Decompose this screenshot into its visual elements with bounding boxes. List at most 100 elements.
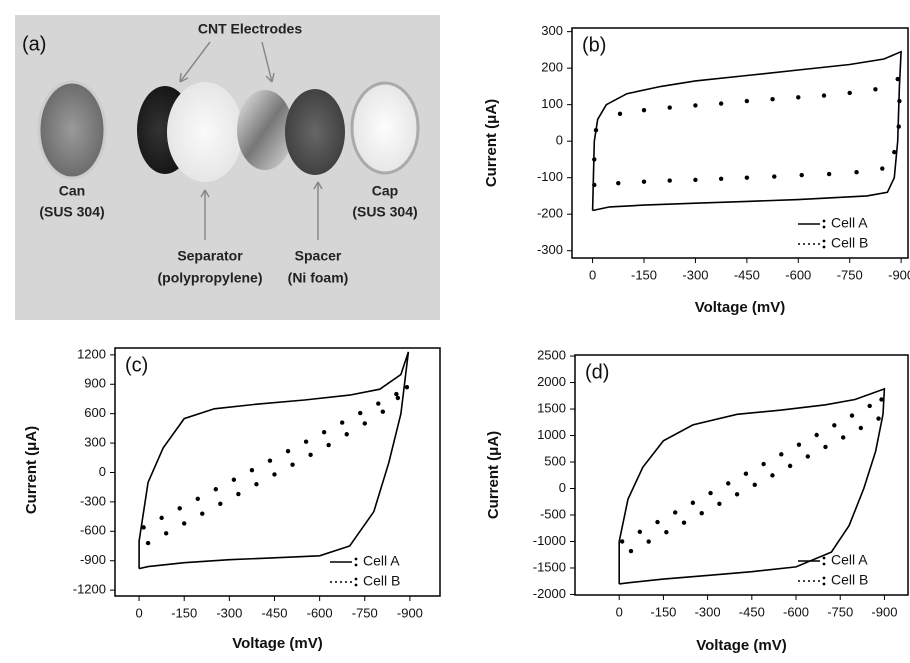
data-point [182, 521, 187, 526]
data-point [195, 496, 200, 502]
data-point [395, 395, 401, 401]
data-line [618, 387, 886, 585]
y-tick-label: -2000 [533, 586, 566, 601]
data-point [805, 454, 811, 459]
y-tick-label: 2500 [537, 347, 566, 362]
data-point [718, 101, 724, 106]
arrows [179, 41, 323, 240]
x-tick-label: -750 [837, 267, 863, 282]
plot-frame [114, 347, 441, 597]
chart-panel: 0 -150 -300 -450 -600 -750 -900 -1200 -900 -600 -3… [23, 346, 441, 652]
legend-colon [822, 582, 826, 586]
data-line [591, 50, 902, 212]
y-tick-label: -300 [80, 493, 106, 508]
data-point [873, 87, 878, 92]
y-tick-label: 500 [544, 453, 566, 468]
x-tick-label: 0 [589, 267, 596, 282]
y-axis-label: Current (μA) [485, 431, 502, 519]
y-tick-label: 300 [541, 23, 563, 38]
data-point [672, 510, 678, 515]
y-tick-label: -1200 [73, 582, 106, 597]
photo-panel: (a) CNT Electrodes Can (SUS 304) Separat… [15, 15, 440, 320]
legend-colon [822, 245, 826, 249]
legend-colon [354, 563, 358, 567]
panel-title: (c) [125, 354, 148, 376]
data-point [404, 385, 410, 390]
x-axis-label: Voltage (mV) [232, 635, 323, 652]
chart-panel: 0 -150 -300 -450 -600 -750 -900 -300 -200 -100 0 10… [483, 23, 910, 316]
legend-colon [822, 576, 826, 580]
data-point [641, 179, 647, 184]
x-tick-label: -600 [783, 604, 809, 619]
panel-title: (d) [585, 361, 609, 383]
photo-label: (SUS 304) [39, 204, 104, 220]
data-point [141, 525, 146, 530]
data-point [231, 477, 237, 482]
data-point [267, 458, 273, 463]
legend-colon [354, 583, 358, 587]
y-tick-label: -200 [537, 206, 563, 221]
data-point [394, 391, 399, 397]
y-tick-label: 1000 [537, 427, 566, 442]
data-point [358, 410, 363, 416]
panel-label: (a) [22, 33, 46, 55]
data-point [308, 452, 313, 458]
cap [350, 81, 420, 175]
y-tick-label: -500 [540, 506, 566, 521]
data-point [285, 449, 291, 454]
x-tick-label: -300 [682, 267, 708, 282]
y-tick-label: 900 [84, 376, 106, 391]
cnt-electrode [237, 90, 293, 170]
data-point [254, 482, 259, 487]
data-point [847, 90, 852, 96]
y-tick-label: 0 [559, 480, 566, 495]
plot-frame [574, 354, 909, 596]
data-point [821, 93, 827, 98]
legend-label: Cell B [831, 235, 868, 251]
y-tick-label: -1000 [533, 533, 566, 548]
data-point [693, 103, 698, 108]
data-point [637, 529, 643, 534]
data-point [218, 501, 223, 507]
data-point [734, 492, 740, 497]
data-point [796, 442, 802, 447]
legend-label: Cell A [363, 553, 400, 569]
data-point [641, 107, 647, 113]
x-tick-label: -750 [827, 604, 853, 619]
data-point [770, 473, 775, 478]
data-point [236, 491, 241, 497]
data-point [213, 487, 219, 492]
y-tick-label: 1500 [537, 400, 566, 415]
data-point [177, 506, 182, 511]
data-point [752, 482, 757, 488]
data-point [796, 95, 801, 100]
data-point [744, 175, 750, 180]
y-tick-label: -600 [80, 523, 106, 538]
photo-label: Can [59, 183, 85, 199]
data-point [867, 403, 872, 409]
legend-colon [822, 562, 826, 566]
y-tick-label: -300 [537, 242, 563, 257]
data-point [592, 157, 597, 162]
data-point [699, 510, 704, 516]
data-point [303, 439, 309, 444]
data-point [321, 430, 327, 435]
y-tick-label: 200 [541, 60, 563, 75]
data-point [858, 425, 864, 431]
photo-label: (SUS 304) [352, 204, 417, 220]
x-tick-label: -900 [397, 605, 423, 620]
can [37, 80, 107, 180]
y-tick-label: 0 [556, 133, 563, 148]
data-point [163, 531, 169, 536]
y-tick-label: -100 [537, 169, 563, 184]
legend-colon [822, 219, 826, 223]
legend-colon [822, 556, 826, 560]
data-point [592, 182, 597, 188]
data-point [880, 166, 885, 171]
y-tick-label: 100 [541, 96, 563, 111]
data-point [826, 171, 832, 177]
data-point [326, 442, 331, 448]
data-line [138, 351, 410, 570]
legend-colon [354, 557, 358, 561]
data-point [779, 452, 784, 457]
